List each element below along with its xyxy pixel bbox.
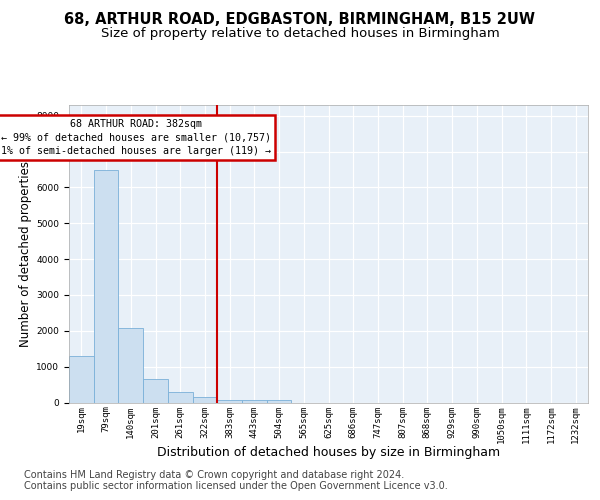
Y-axis label: Number of detached properties: Number of detached properties	[19, 161, 32, 347]
Bar	[193, 398, 217, 402]
Text: 68 ARTHUR ROAD: 382sqm
← 99% of detached houses are smaller (10,757)
1% of semi-: 68 ARTHUR ROAD: 382sqm ← 99% of detached…	[1, 120, 271, 156]
Text: Size of property relative to detached houses in Birmingham: Size of property relative to detached ho…	[101, 28, 499, 40]
Bar	[69, 356, 94, 403]
Bar	[168, 392, 193, 402]
Bar	[217, 400, 242, 402]
Text: Contains public sector information licensed under the Open Government Licence v3: Contains public sector information licen…	[24, 481, 448, 491]
Bar	[143, 379, 168, 402]
Bar	[242, 400, 267, 402]
X-axis label: Distribution of detached houses by size in Birmingham: Distribution of detached houses by size …	[157, 446, 500, 458]
Bar	[267, 400, 292, 402]
Text: Contains HM Land Registry data © Crown copyright and database right 2024.: Contains HM Land Registry data © Crown c…	[24, 470, 404, 480]
Text: 68, ARTHUR ROAD, EDGBASTON, BIRMINGHAM, B15 2UW: 68, ARTHUR ROAD, EDGBASTON, BIRMINGHAM, …	[65, 12, 536, 28]
Bar	[94, 170, 118, 402]
Bar	[118, 328, 143, 402]
